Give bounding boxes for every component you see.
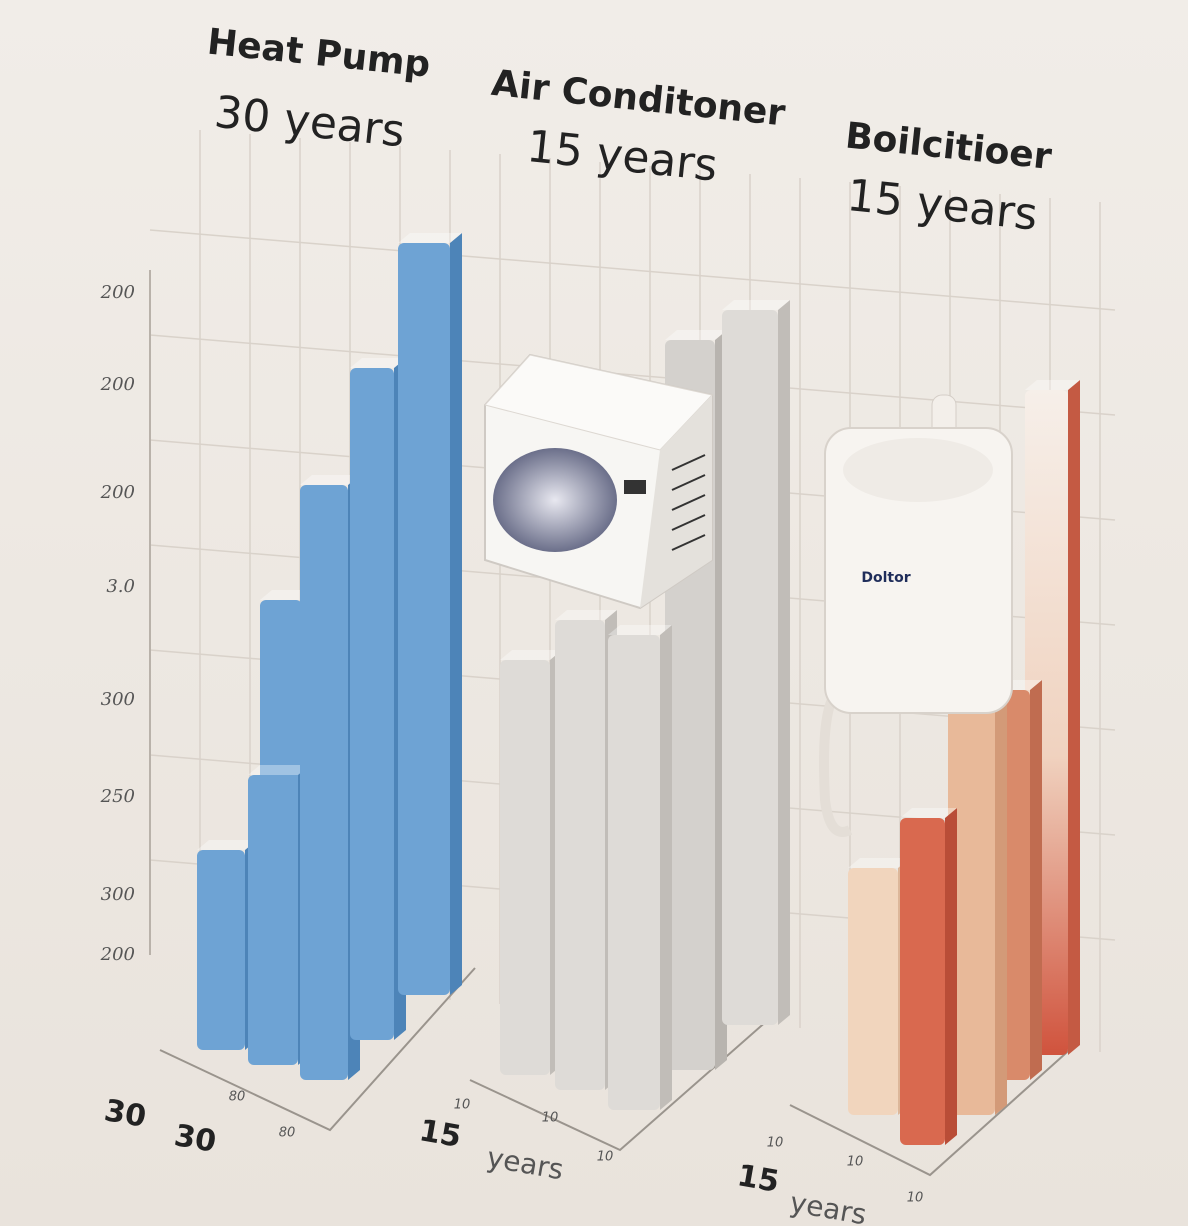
bar-top <box>608 625 672 635</box>
base-tick: 10 <box>454 1098 471 1113</box>
bar-front <box>350 368 394 1040</box>
bar-front <box>300 485 348 1080</box>
base-label: 30 <box>102 1093 149 1135</box>
axis-label: 300 <box>101 884 135 905</box>
bar-front <box>197 850 245 1050</box>
base-tick: 10 <box>767 1136 784 1151</box>
bar-top <box>248 765 310 775</box>
bar-top <box>555 610 617 620</box>
base-label: 15 <box>735 1158 782 1200</box>
bar-side <box>995 690 1007 1115</box>
base-tick: 10 <box>847 1155 864 1170</box>
bar-side <box>1068 380 1080 1055</box>
base-tick: 10 <box>542 1111 559 1126</box>
axis-label: 200 <box>100 944 135 965</box>
grid-line <box>149 229 1116 311</box>
bar-front <box>555 620 605 1090</box>
bar-front <box>500 660 550 1075</box>
bar-top <box>722 300 790 310</box>
base-label: 15 <box>417 1113 464 1155</box>
axis-label: 200 <box>100 282 135 303</box>
bar-side <box>660 625 672 1110</box>
bar-side <box>1030 680 1042 1080</box>
bar-side <box>945 808 957 1145</box>
bar-side <box>450 233 462 995</box>
boiler: Doltor <box>819 394 1013 837</box>
ac-unit <box>484 353 713 610</box>
boiler-label: Doltor <box>861 570 910 586</box>
bar-top <box>197 840 257 850</box>
bar-front <box>398 243 450 995</box>
axis-labels: 200 200 200 3.0 300 250 300 200 <box>100 282 135 965</box>
bar-top <box>398 233 462 243</box>
bar-front <box>722 310 778 1025</box>
bar-top <box>350 358 406 368</box>
bar-top <box>848 858 910 868</box>
base-tick: 10 <box>597 1150 614 1165</box>
bar-front <box>248 775 298 1065</box>
floor-lines <box>159 967 1076 1177</box>
bar-side <box>778 300 790 1025</box>
bar-front <box>900 818 945 1145</box>
bar-front <box>948 700 995 1115</box>
base-tick: 80 <box>229 1090 246 1105</box>
axis-label: 300 <box>101 689 135 710</box>
axis-label: 3.0 <box>106 576 135 597</box>
axis-label: 200 <box>100 482 135 503</box>
axis-label: 200 <box>100 374 135 395</box>
base-label: 30 <box>172 1118 219 1160</box>
base-tick: 10 <box>907 1191 924 1206</box>
bar-top <box>665 330 727 340</box>
bar-top <box>500 650 562 660</box>
bar-top <box>300 475 360 485</box>
axis-label: 250 <box>100 786 135 807</box>
bar-front <box>848 868 898 1115</box>
bar-top <box>900 808 957 818</box>
base-tick: 80 <box>279 1126 296 1141</box>
bar-top <box>1025 380 1080 390</box>
bar-front <box>608 635 660 1110</box>
